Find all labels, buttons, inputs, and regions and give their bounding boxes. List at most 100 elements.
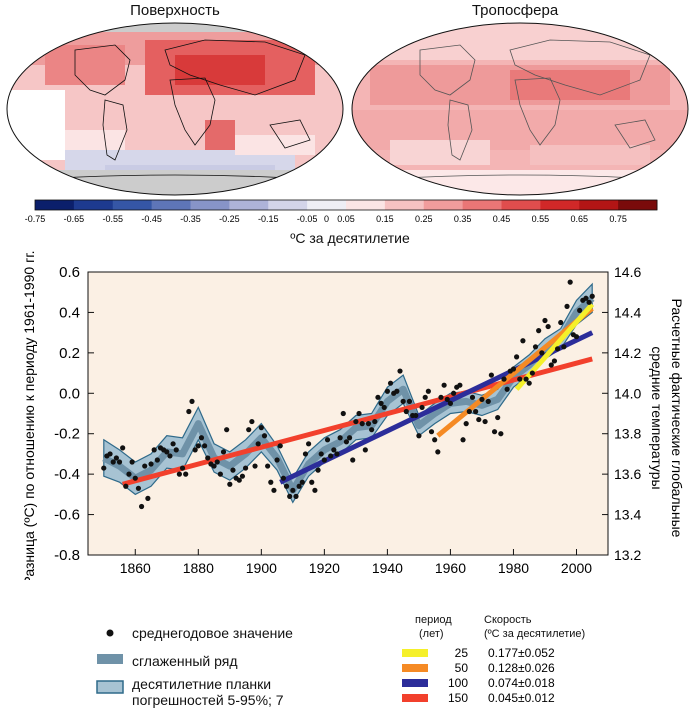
legend-smoothed-label: сглаженный ряд — [132, 653, 238, 669]
annual-point — [183, 471, 189, 477]
annual-point — [290, 487, 296, 493]
annual-point — [504, 386, 510, 392]
annual-point — [551, 358, 558, 364]
colorbar-swatch — [501, 200, 541, 210]
trend-legend: 25 0.177±0.052 50 0.128±0.026 100 0.074±0.018… — [402, 646, 555, 705]
annual-point — [514, 354, 520, 360]
annual-point — [113, 455, 119, 461]
colorbar-tick-label: 0.25 — [415, 214, 433, 224]
annual-point — [485, 398, 491, 404]
annual-point — [265, 463, 271, 469]
legend-trend-period: 50 — [455, 661, 469, 675]
annual-point — [491, 429, 498, 435]
annual-point — [246, 427, 252, 433]
legend-symbols — [96, 629, 124, 694]
annual-point — [227, 481, 233, 487]
annual-point — [384, 388, 390, 394]
annual-point — [315, 467, 321, 473]
trend-line-25 — [514, 302, 595, 391]
annual-point — [148, 461, 154, 467]
y2-tick-label: 14.4 — [614, 304, 641, 320]
annual-point — [523, 376, 529, 382]
legend-errorbar-label-2: погрешностей 5-95%; 7 — [132, 692, 284, 708]
annual-point — [381, 404, 387, 411]
annual-point — [321, 457, 327, 463]
annual-point — [132, 475, 138, 481]
annual-point — [239, 473, 246, 479]
annual-point — [498, 431, 504, 437]
y-tick-label: 0.0 — [59, 385, 80, 402]
colorbar-swatch — [423, 200, 464, 210]
annual-point — [413, 412, 419, 419]
annual-point — [542, 317, 548, 324]
y2-tick-label: 13.6 — [614, 466, 641, 482]
annual-point — [359, 421, 365, 427]
annual-point — [328, 453, 334, 459]
annual-point — [126, 471, 132, 477]
annual-point — [561, 344, 567, 350]
annual-point — [397, 368, 403, 374]
annual-point — [217, 471, 223, 477]
annual-point — [510, 366, 517, 372]
annual-point — [340, 410, 346, 417]
y2-tick-label: 13.8 — [614, 426, 641, 442]
legend-trend-period: 150 — [448, 691, 468, 705]
annual-point — [463, 421, 469, 427]
colorbar-tick-label: 0 — [324, 214, 329, 224]
colorbar-label: ºС за десятилетие — [290, 230, 410, 246]
y2-tick-label: 13.2 — [614, 547, 641, 563]
annual-point — [252, 463, 258, 469]
y2-tick-label: 14.0 — [614, 385, 641, 401]
annual-point — [151, 447, 157, 453]
legend-trend-rate: 0.177±0.052 — [488, 646, 555, 660]
colorbar-tick-label: 0.05 — [337, 214, 355, 224]
annual-point — [205, 455, 211, 461]
colorbar-swatch — [35, 200, 75, 210]
annual-point — [107, 451, 113, 457]
annual-point — [482, 418, 488, 425]
annual-point — [110, 459, 116, 465]
annual-point — [394, 388, 400, 394]
annual-point — [369, 427, 375, 433]
annual-point — [154, 457, 160, 463]
legend-trend-swatch-100 — [402, 679, 428, 687]
colorbar-swatch — [346, 200, 386, 210]
surface-map-title: Поверхность — [130, 2, 220, 19]
y-tick-label: 0.2 — [59, 345, 80, 362]
annual-point — [365, 421, 372, 427]
legend-errorbar-label-1: десятилетние планки — [132, 676, 272, 692]
y2-axis-label-line1: Расчетные фактические глобальные — [669, 299, 685, 538]
y2-tick-label: 14.2 — [614, 345, 641, 361]
period-header-1: период — [415, 614, 452, 626]
colorbar-tick-label: 0.15 — [376, 214, 394, 224]
colorbar-tick-label: -0.15 — [258, 214, 279, 224]
annual-point — [526, 380, 532, 386]
annual-point — [195, 443, 201, 449]
annual-point — [441, 382, 447, 388]
y-axis-label: Разница (ºС) по отношению к периоду 1961… — [21, 251, 37, 581]
annual-point — [271, 487, 277, 493]
annual-point — [473, 408, 479, 415]
colorbar-tick-label: -0.35 — [180, 214, 201, 224]
annual-point — [287, 493, 293, 499]
annual-point — [220, 449, 227, 455]
annual-point — [299, 479, 305, 485]
annual-point — [529, 370, 535, 376]
annual-point — [356, 410, 362, 417]
colorbar-frame — [34, 199, 658, 211]
colorbar-tick-label: 0.35 — [454, 214, 472, 224]
annual-point — [520, 338, 526, 344]
annual-point — [539, 350, 545, 356]
annual-point — [425, 388, 431, 394]
annual-point — [432, 437, 438, 443]
annual-point — [403, 408, 409, 415]
annual-point — [536, 328, 542, 334]
annual-point — [476, 416, 482, 423]
annual-point — [564, 303, 570, 309]
colorbar-swatch — [268, 200, 308, 210]
legend-trend-period: 25 — [455, 646, 469, 660]
annual-point — [268, 479, 274, 485]
annual-point — [224, 427, 230, 433]
annual-point — [277, 443, 283, 449]
annual-point — [583, 295, 589, 301]
